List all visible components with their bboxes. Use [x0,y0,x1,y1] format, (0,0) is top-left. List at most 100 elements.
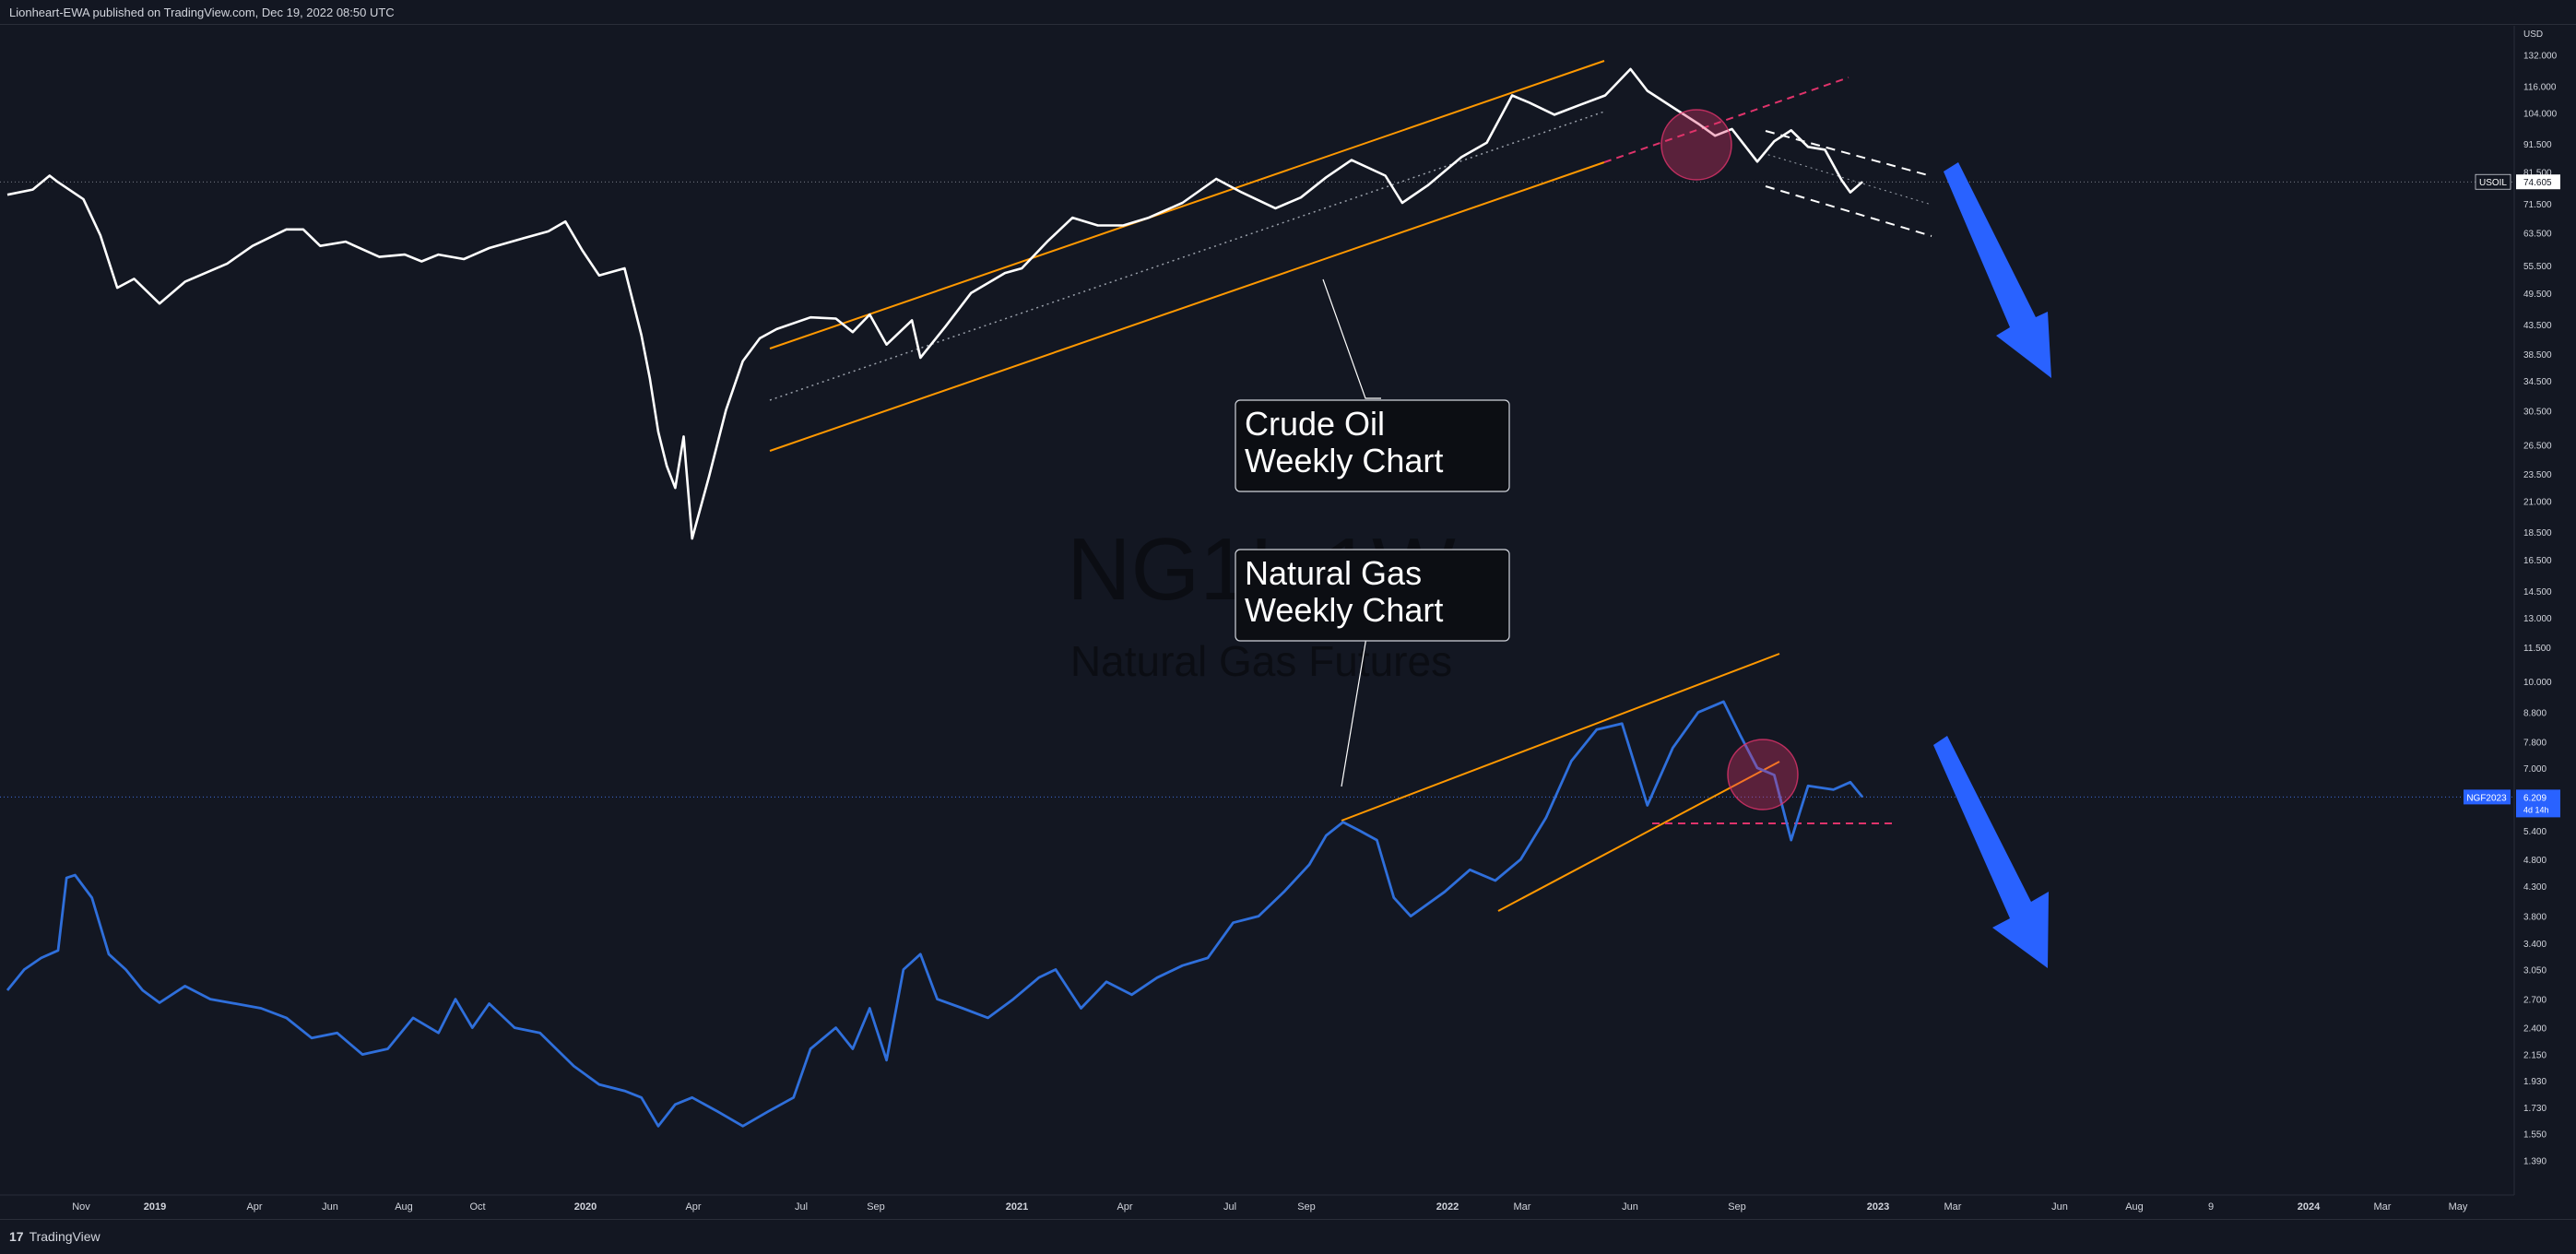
time-tick-label: Mar [2374,1201,2392,1213]
time-tick-label: 2024 [2298,1201,2321,1213]
oil-wedge-upper [1765,130,1932,177]
gas-callout-text: Weekly Chart [1245,591,1443,629]
time-axis[interactable]: Nov 2019 Apr Jun Aug Oct 2020 Apr Jul Sep 2021 Apr J… [0,1194,2576,1219]
price-tick-label: 34.500 [2523,377,2552,387]
time-tick-label: Jun [322,1201,338,1213]
price-axis-bg [2514,26,2576,1195]
usoil-price-tag [2516,174,2560,190]
price-tick-label: 26.500 [2523,441,2552,451]
time-tick-label: Aug [395,1201,413,1213]
brand-name: TradingView [29,1229,100,1244]
price-tick-label: 38.500 [2523,350,2552,361]
time-tick-label: Mar [1514,1201,1531,1213]
price-tick-label: 91.500 [2523,140,2552,150]
time-tick-label: Sep [867,1201,885,1213]
price-tick-label: 2.700 [2523,996,2546,1006]
tradingview-brand[interactable]: 17 TradingView [9,1229,100,1244]
price-tick-label: 63.500 [2523,229,2552,239]
price-tick-label: 16.500 [2523,556,2552,566]
price-tick-label: 5.400 [2523,827,2546,837]
price-tick-label: 116.000 [2523,83,2557,93]
time-tick-label: Sep [1728,1201,1746,1213]
time-tick-label: Apr [246,1201,262,1213]
oil-channel-lower [769,161,1605,452]
price-tick-label: 1.550 [2523,1130,2546,1141]
time-tick-label: Mar [1944,1201,1962,1213]
time-tick-label: Apr [1117,1201,1132,1213]
oil-channel-mid [769,111,1605,401]
watermark-name: Natural Gas Futures [1070,637,1452,685]
gas-down-arrow-icon [1933,736,2049,968]
price-tick-label: 8.800 [2523,709,2546,719]
top-bar: Lionheart-EWA published on TradingView.c… [0,0,2576,25]
price-tick-label: 14.500 [2523,587,2552,597]
time-tick-label: May [2449,1201,2468,1213]
gas-channel-lower [1497,761,1780,912]
oil-channel-upper [769,60,1605,349]
price-tick-label: 3.050 [2523,966,2546,976]
price-tick-label: USD [2523,30,2543,40]
price-tick-label: 2.400 [2523,1024,2546,1035]
price-tick-label: 1.730 [2523,1104,2546,1114]
price-tick-label: 43.500 [2523,321,2552,331]
published-info: Lionheart-EWA published on TradingView.c… [9,6,395,19]
time-tick-label: 9 [2208,1201,2214,1213]
oil-breakdown-line [1603,77,1849,163]
price-tick-label: 4.800 [2523,856,2546,866]
ngf-name-label: NGF2023 [2466,793,2507,803]
usoil-name-label: USOIL [2479,178,2507,188]
price-tick-label: 4.300 [2523,882,2546,893]
gas-highlight-circle [1727,739,1799,810]
price-tick-label: 13.000 [2523,614,2552,624]
footer-bar: 17 TradingView [0,1219,2576,1254]
usoil-name-tag [2475,173,2511,190]
price-tick-label: 132.000 [2523,52,2558,62]
price-tick-label: 7.000 [2523,764,2546,775]
time-tick-label: 2019 [144,1201,166,1213]
price-tick-label: 30.500 [2523,407,2552,417]
time-tick-label: Jul [795,1201,808,1213]
oil-down-arrow-icon [1944,162,2051,378]
oil-wedge-mid [1762,152,1932,206]
time-tick-label: Aug [2125,1201,2144,1213]
ngf-countdown-label: 4d 14h [2523,805,2549,814]
price-tick-label: 18.500 [2523,528,2552,538]
gas-callout-box [1235,549,1510,642]
ngf-price-label: 6.209 [2523,793,2546,803]
price-tick-label: 23.500 [2523,470,2552,480]
chart-series [6,67,1864,1128]
price-axis[interactable]: USD 132.000 116.000 104.000 91.500 81.500 71.5… [2464,26,2576,1195]
price-tick-label: 1.390 [2523,1156,2546,1166]
time-tick-label: Sep [1297,1201,1316,1213]
price-tick-label: 49.500 [2523,290,2552,300]
ngf-line [6,700,1864,1128]
gas-channel-upper [1341,653,1780,822]
ngf-price-tag [2516,789,2560,818]
price-tick-label: 104.000 [2523,109,2558,119]
price-tick-label: 81.500 [2523,169,2552,179]
time-tick-label: Apr [685,1201,701,1213]
price-tick-label: 7.800 [2523,738,2546,748]
time-tick-label: Nov [72,1201,90,1213]
gas-callout-text: Natural Gas [1245,554,1422,592]
time-tick-label: Jul [1223,1201,1236,1213]
chart-grid [0,181,2514,798]
price-tick-label: 10.000 [2523,678,2552,688]
price-tick-label: 1.930 [2523,1077,2546,1087]
crude-callout-pointer [1322,278,1381,399]
crude-callout-text: Weekly Chart [1245,442,1443,479]
time-tick-label: Jun [2051,1201,2068,1213]
price-tick-label: 3.400 [2523,940,2546,950]
time-tick-label: Jun [1622,1201,1638,1213]
time-axis-bg [0,1195,2576,1219]
time-tick-label: 2023 [1867,1201,1889,1213]
price-tick-label: 11.500 [2523,644,2551,654]
price-tick-label: 2.150 [2523,1051,2546,1061]
oil-highlight-circle [1660,109,1732,181]
price-tick-label: 3.800 [2523,913,2546,923]
ngf-name-tag [2464,789,2511,805]
